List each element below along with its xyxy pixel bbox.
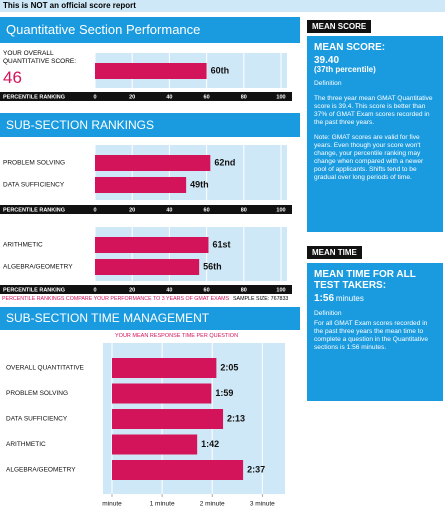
time-subtitle: YOUR MEAN RESPONSE TIME PER QUESTION xyxy=(115,333,239,339)
x-tick-label: 0 xyxy=(93,207,96,213)
value-label: 56th xyxy=(203,261,222,271)
bar xyxy=(112,434,198,455)
category-label: DATA SUFFICIENCY xyxy=(3,182,65,189)
mean-score-panel: MEAN SCORE: 39.40 (37th percentile) Defi… xyxy=(307,36,443,232)
axis-bar xyxy=(0,205,292,214)
bar xyxy=(95,237,209,253)
category-label: ALGEBRA/GEOMETRY xyxy=(6,467,76,474)
bar xyxy=(112,409,224,429)
mean-time-unit: minutes xyxy=(335,294,364,303)
value-label: 2:37 xyxy=(247,464,265,474)
x-tick-label: 100 xyxy=(276,287,285,293)
value-label: 60th xyxy=(211,65,230,75)
x-tick-label: 2 minute xyxy=(200,501,225,508)
x-tick-label: 0 xyxy=(93,94,96,100)
mean-time-value: 1:56 xyxy=(314,293,335,304)
x-tick-label: 40 xyxy=(166,287,172,293)
x-tick-label: minute xyxy=(102,501,122,508)
bar xyxy=(95,63,207,79)
definition: For all GMAT Exam scores recorded in the… xyxy=(314,320,428,351)
x-tick-label: 80 xyxy=(241,94,247,100)
panel-tag: MEAN TIME xyxy=(307,246,362,259)
value-label: 49th xyxy=(190,179,209,189)
value-label: 1:59 xyxy=(215,388,233,398)
x-tick-label: 0 xyxy=(93,287,96,293)
ranking-note: PERCENTILE RANKINGS COMPARE YOUR PERFORM… xyxy=(2,296,230,302)
section-title: SUB-SECTION RANKINGS xyxy=(0,113,300,137)
category-label: PROBLEM SOLVING xyxy=(6,390,68,397)
bar xyxy=(95,259,200,275)
value-label: 62nd xyxy=(214,157,235,167)
x-tick-label: 100 xyxy=(276,94,285,100)
x-tick-label: 100 xyxy=(276,207,285,213)
sample-size: SAMPLE SIZE: 767833 xyxy=(233,296,289,302)
x-tick-label: 80 xyxy=(241,207,247,213)
definition: The three year mean GMAT Quantitative sc… xyxy=(314,95,433,126)
panel-heading: MEAN TIME FOR ALL TEST TAKERS: xyxy=(314,269,416,291)
x-tick-label: 20 xyxy=(129,94,135,100)
x-tick-label: 1 minute xyxy=(150,501,175,508)
category-label: ARITHMETIC xyxy=(3,242,43,249)
x-tick-label: 40 xyxy=(166,207,172,213)
bar xyxy=(112,383,212,404)
category-label: ARITHMETIC xyxy=(6,441,46,448)
score-label: YOUR OVERALL QUANTITATIVE SCORE: xyxy=(3,50,77,65)
score: 46 xyxy=(3,68,22,87)
x-tick-label: 40 xyxy=(166,94,172,100)
bar xyxy=(112,358,217,378)
section-title: Quantitative Section Performance xyxy=(0,17,300,43)
section-title: SUB-SECTION TIME MANAGEMENT xyxy=(0,307,300,330)
mean-score-percentile: (37th percentile) xyxy=(314,65,376,74)
x-tick-label: 3 minute xyxy=(250,501,275,508)
x-tick-label: 60 xyxy=(204,287,210,293)
category-label: OVERALL QUANTITATIVE xyxy=(6,365,85,372)
category-label: DATA SUFFICIENCY xyxy=(6,416,68,423)
axis-bar xyxy=(0,92,292,101)
axis-label: PERCENTILE RANKING xyxy=(3,94,65,100)
value-label: 2:13 xyxy=(227,413,245,423)
bar xyxy=(95,177,187,193)
bar xyxy=(95,155,211,171)
banner: This is NOT an official score report xyxy=(0,0,445,12)
bar xyxy=(112,460,244,480)
category-label: PROBLEM SOLVING xyxy=(3,160,65,167)
note: Note: GMAT scores are valid for five yea… xyxy=(314,134,424,181)
definition-label: Definition xyxy=(314,310,342,317)
x-tick-label: 60 xyxy=(204,207,210,213)
axis-label: PERCENTILE RANKING xyxy=(3,287,65,293)
panel-tag: MEAN SCORE xyxy=(307,20,372,33)
mean-time-line: 1:56 minutes xyxy=(314,293,436,304)
axis-label: PERCENTILE RANKING xyxy=(3,207,65,213)
x-tick-label: 20 xyxy=(129,207,135,213)
x-tick-label: 20 xyxy=(129,287,135,293)
x-tick-label: 60 xyxy=(204,94,210,100)
value-label: 61st xyxy=(212,239,230,249)
value-label: 2:05 xyxy=(220,362,238,372)
axis-bar xyxy=(0,285,292,294)
panel-heading: MEAN SCORE: xyxy=(314,42,386,53)
value-label: 1:42 xyxy=(201,439,219,449)
category-label: ALGEBRA/GEOMETRY xyxy=(3,264,73,271)
definition-label: Definition xyxy=(314,80,342,87)
mean-time-panel: MEAN TIME FOR ALL TEST TAKERS: 1:56 minu… xyxy=(307,263,443,401)
x-tick-label: 80 xyxy=(241,287,247,293)
mean-score-value: 39.40 xyxy=(314,55,340,66)
